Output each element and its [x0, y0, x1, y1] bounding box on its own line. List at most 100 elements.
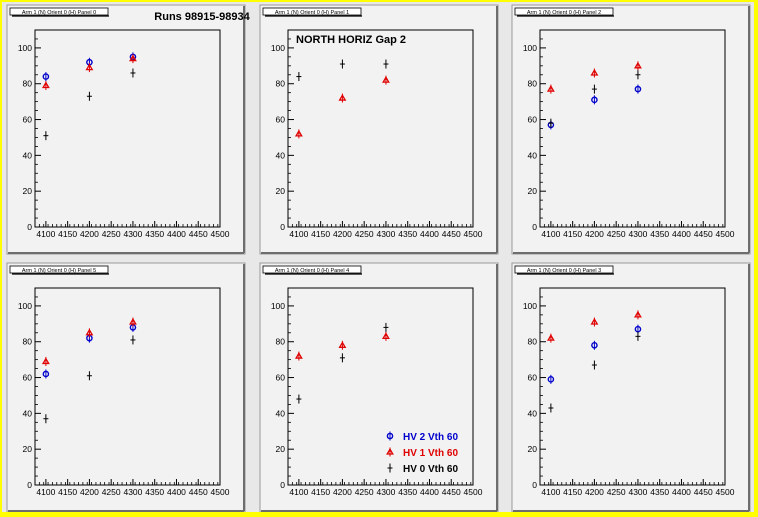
y-tick-label: 80	[528, 337, 538, 347]
x-tick-label: 4100	[289, 229, 308, 239]
series-cross	[43, 335, 136, 424]
y-tick-label: 60	[276, 373, 286, 383]
chart-panel-1: Arm 1 (N) Orient 0 (H) Panel 1 0 20 40 60 80 1…	[259, 4, 499, 255]
x-tick-label: 4500	[716, 487, 735, 497]
y-tick-label: 80	[528, 79, 538, 89]
chart-panel-4: Arm 1 (N) Orient 0 (H) Panel 4 0 20 40 60 80 1…	[259, 262, 499, 513]
x-tick-label: 4150	[311, 487, 330, 497]
figure-svg: Arm 1 (N) Orient 0 (H) Panel 0 0 20 40 60 80 1…	[6, 4, 751, 513]
y-tick-label: 0	[27, 222, 32, 232]
y-tick-label: 20	[528, 186, 538, 196]
panel-title: Arm 1 (N) Orient 0 (H) Panel 5	[22, 268, 96, 274]
y-tick-label: 60	[23, 115, 33, 125]
x-tick-label: 4100	[36, 487, 55, 497]
y-tick-label: 20	[23, 444, 33, 454]
series-cross	[43, 68, 136, 141]
x-tick-label: 4350	[650, 229, 669, 239]
plot-area	[34, 287, 221, 486]
legend-label: HV 2 Vth 60	[403, 432, 458, 443]
x-tick-label: 4300	[376, 229, 395, 239]
series-triangle	[546, 310, 642, 343]
y-tick-label: 0	[280, 222, 285, 232]
x-tick-label: 4200	[333, 229, 352, 239]
panel-title-box	[514, 7, 614, 16]
y-tick-label: 20	[528, 444, 538, 454]
x-tick-label: 4100	[289, 487, 308, 497]
x-tick-label: 4250	[102, 487, 121, 497]
series-cross	[296, 59, 389, 82]
x-tick-label: 4250	[355, 487, 374, 497]
panel-title-box	[514, 265, 614, 274]
x-tick-label: 4300	[123, 487, 142, 497]
x-tick-label: 4100	[36, 229, 55, 239]
y-tick-label: 20	[276, 186, 286, 196]
series-triangle	[41, 54, 137, 91]
y-tick-label: 40	[276, 408, 286, 418]
chart-panel-2: Arm 1 (N) Orient 0 (H) Panel 2 0 20 40 60 80 1…	[511, 4, 751, 255]
panel-title: Arm 1 (N) Orient 0 (H) Panel 1	[275, 10, 349, 16]
panel-title-box	[262, 265, 362, 274]
x-tick-label: 4150	[563, 229, 582, 239]
x-tick-label: 4500	[464, 487, 483, 497]
x-tick-label: 4200	[333, 487, 352, 497]
legend: HV 2 Vth 60 HV 1 Vth 60 HV 0 Vth 60	[386, 431, 458, 475]
series-triangle	[294, 331, 390, 361]
x-tick-label: 4250	[607, 229, 626, 239]
y-tick-label: 60	[528, 373, 538, 383]
series-cross	[548, 70, 641, 128]
x-tick-label: 4500	[716, 229, 735, 239]
x-tick-label: 4250	[607, 487, 626, 497]
panel-title-box	[9, 265, 109, 274]
series-triangle	[41, 317, 137, 366]
y-tick-label: 60	[528, 115, 538, 125]
plot-area	[539, 287, 726, 486]
y-tick-label: 100	[18, 43, 32, 53]
series-triangle	[546, 61, 642, 94]
x-tick-label: 4350	[650, 487, 669, 497]
panel-title: Arm 1 (N) Orient 0 (H) Panel 3	[527, 268, 601, 274]
x-tick-label: 4150	[58, 487, 77, 497]
y-tick-label: 80	[276, 79, 286, 89]
panel-title-box	[262, 7, 362, 16]
x-tick-label: 4300	[628, 487, 647, 497]
series-cross	[548, 331, 641, 413]
x-tick-label: 4450	[189, 229, 208, 239]
y-tick-label: 40	[23, 408, 33, 418]
x-tick-label: 4350	[145, 229, 164, 239]
y-tick-label: 80	[23, 337, 33, 347]
y-tick-label: 100	[271, 301, 285, 311]
legend-label: HV 1 Vth 60	[403, 448, 458, 459]
y-tick-label: 40	[528, 408, 538, 418]
x-tick-label: 4150	[311, 229, 330, 239]
series-cross	[296, 322, 389, 404]
x-tick-label: 4150	[563, 487, 582, 497]
x-tick-label: 4300	[628, 229, 647, 239]
plot-area	[539, 29, 726, 228]
y-tick-label: 0	[532, 480, 537, 490]
x-tick-label: 4350	[398, 229, 417, 239]
y-tick-label: 100	[523, 301, 537, 311]
x-tick-label: 4100	[541, 229, 560, 239]
y-tick-label: 60	[23, 373, 33, 383]
x-tick-label: 4300	[376, 487, 395, 497]
x-tick-label: 4500	[464, 229, 483, 239]
y-tick-label: 80	[23, 79, 33, 89]
x-tick-label: 4200	[585, 229, 604, 239]
x-tick-label: 4500	[211, 487, 230, 497]
y-tick-label: 0	[27, 480, 32, 490]
x-tick-label: 4200	[585, 487, 604, 497]
x-tick-label: 4400	[672, 487, 691, 497]
y-tick-label: 20	[276, 444, 286, 454]
y-tick-label: 40	[528, 150, 538, 160]
x-tick-label: 4350	[398, 487, 417, 497]
x-tick-label: 4350	[145, 487, 164, 497]
x-tick-label: 4450	[442, 229, 461, 239]
y-tick-label: 80	[276, 337, 286, 347]
y-tick-label: 0	[532, 222, 537, 232]
legend-label: HV 0 Vth 60	[403, 464, 458, 475]
y-tick-label: 40	[23, 150, 33, 160]
chart-panel-0: Arm 1 (N) Orient 0 (H) Panel 0 0 20 40 60 80 1…	[6, 4, 251, 255]
y-tick-label: 100	[271, 43, 285, 53]
plot-area	[34, 29, 221, 228]
